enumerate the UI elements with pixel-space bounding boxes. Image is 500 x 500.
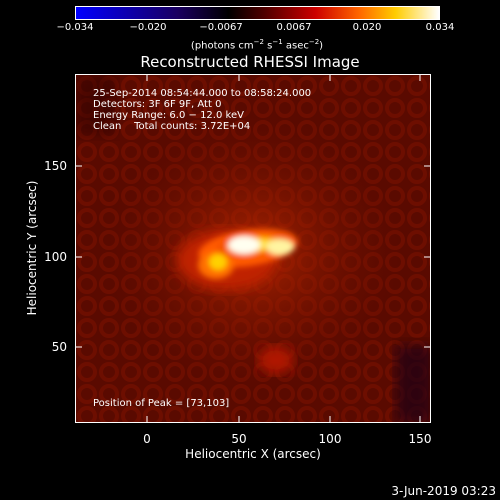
colorbar-tick: −0.0067 bbox=[199, 22, 243, 33]
x-tick-label: 150 bbox=[408, 432, 432, 446]
colorbar-tick: 0.020 bbox=[352, 22, 382, 33]
rhessi-image-canvas bbox=[76, 75, 430, 422]
x-tick-label: 0 bbox=[143, 432, 151, 446]
colorbar-tick: −0.034 bbox=[56, 22, 94, 33]
time-range-label: 25-Sep-2014 08:54:44.000 to 08:58:24.000 bbox=[93, 88, 312, 99]
x-tick-label: 100 bbox=[318, 432, 342, 446]
peak-position-label: Position of Peak = [73,103] bbox=[93, 398, 230, 409]
colorbar-tick: −0.020 bbox=[129, 22, 167, 33]
y-tick-label: 100 bbox=[44, 250, 67, 264]
plot-title: Reconstructed RHESSI Image bbox=[140, 53, 360, 71]
colorbar-units: (photons cm−2 s−1 asec−2) bbox=[190, 38, 324, 52]
colorbar-tick: 0.0067 bbox=[276, 22, 312, 33]
timestamp: 3-Jun-2019 03:23 bbox=[391, 484, 496, 498]
colorbar bbox=[75, 6, 440, 20]
colorbar-tick: 0.034 bbox=[425, 22, 455, 33]
clean-counts-label: Clean Total counts: 3.72E+04 bbox=[93, 121, 251, 132]
detectors-label: Detectors: 3F 6F 9F, Att 0 bbox=[93, 99, 222, 110]
y-tick-label: 50 bbox=[51, 340, 67, 354]
x-axis-label: Heliocentric X (arcsec) bbox=[185, 447, 321, 461]
rhessi-image bbox=[75, 74, 431, 423]
y-axis-label: Heliocentric Y (arcsec) bbox=[25, 180, 39, 316]
energy-range-label: Energy Range: 6.0 − 12.0 keV bbox=[93, 110, 244, 121]
y-tick-label: 150 bbox=[44, 159, 67, 173]
x-tick-label: 50 bbox=[231, 432, 247, 446]
